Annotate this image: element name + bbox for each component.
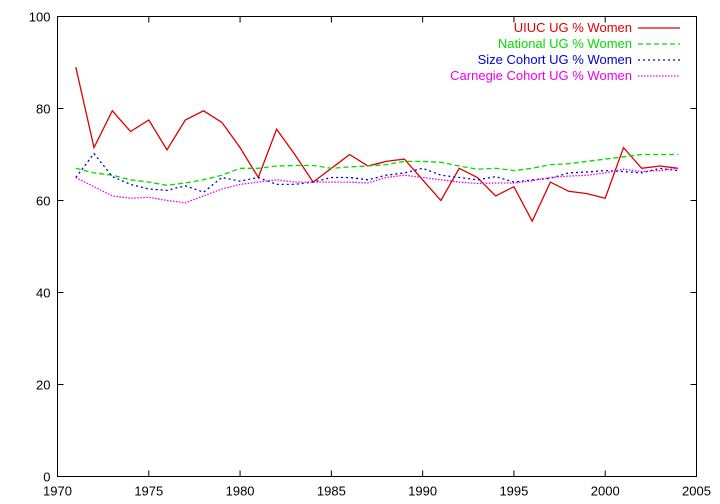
y-tick-label: 20 [36,378,50,393]
series-layer [75,66,679,223]
x-tick-label: 1985 [317,484,346,499]
plot-frame [57,16,697,477]
axis-ticks: 1970 1975 1980 1985 1990 1995 2000 2005 0 20 40 60 8… [29,10,711,499]
y-tick-label: 60 [36,194,50,209]
y-tick-label: 80 [36,102,50,117]
x-tick-label: 1990 [408,484,437,499]
series-line [75,66,679,223]
x-tick-label: 2005 [682,484,711,499]
x-tick-label: 1980 [226,484,255,499]
y-tick-label: 40 [36,286,50,301]
legend-label: UIUC UG % Women [514,20,632,35]
series-line [75,152,679,193]
x-tick-label: 1970 [43,484,72,499]
x-tick-label: 2000 [591,484,620,499]
series-line [75,153,679,186]
y-tick-label: 100 [29,10,51,25]
legend-label: Size Cohort UG % Women [478,52,632,67]
y-tick-label: 0 [43,470,50,485]
legend-label: Carnegie Cohort UG % Women [450,68,632,83]
x-tick-label: 1975 [134,484,163,499]
x-tick-label: 1995 [499,484,528,499]
legend-label: National UG % Women [498,36,632,51]
series-line [75,167,679,204]
